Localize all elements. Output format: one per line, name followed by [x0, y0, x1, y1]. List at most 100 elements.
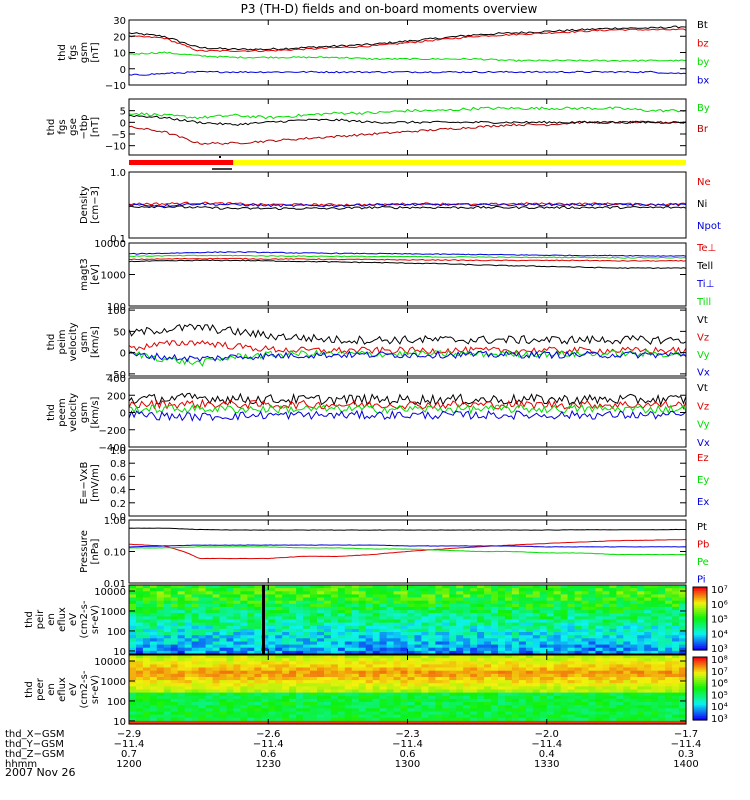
- heat-cell: [525, 644, 534, 649]
- heat-cell: [317, 597, 325, 602]
- heat-cell: [484, 619, 492, 624]
- heat-cell: [149, 677, 158, 681]
- heat-cell: [324, 625, 332, 630]
- heat-cell: [205, 686, 214, 691]
- heat-cell: [136, 683, 144, 687]
- heat-cell: [351, 655, 360, 659]
- heat-cell: [435, 692, 443, 697]
- heat-cell: [184, 638, 193, 642]
- heat-cell: [324, 635, 332, 639]
- heat-cell: [358, 613, 367, 617]
- y-axis-label: sr-eV): [90, 675, 101, 704]
- heat-cell: [616, 641, 624, 646]
- heat-cell: [393, 622, 402, 627]
- heat-cell: [344, 594, 353, 599]
- heat-cell: [407, 607, 416, 611]
- heat-cell: [428, 686, 436, 691]
- colorbar-cell: [693, 587, 707, 590]
- heat-cell: [602, 588, 611, 592]
- heat-cell: [525, 702, 534, 706]
- heat-cell: [184, 658, 193, 662]
- heat-cell: [198, 720, 207, 725]
- heat-cell: [421, 610, 429, 614]
- heat-cell: [588, 613, 597, 617]
- heat-cell: [574, 677, 583, 681]
- heat-cell: [665, 677, 673, 681]
- heat-cell: [477, 677, 485, 681]
- heat-cell: [463, 655, 471, 659]
- heat-cell: [149, 708, 158, 712]
- heat-cell: [602, 647, 611, 652]
- heat-cell: [511, 638, 520, 642]
- heat-cell: [296, 708, 304, 712]
- heat-cell: [393, 585, 402, 589]
- heat-cell: [637, 622, 645, 627]
- heat-cell: [393, 686, 402, 691]
- heat-cell: [588, 677, 597, 681]
- heat-cell: [518, 714, 527, 719]
- heat-cell: [142, 622, 151, 627]
- heat-cell: [505, 680, 513, 684]
- heat-cell: [400, 695, 409, 700]
- heat-cell: [156, 677, 165, 681]
- heat-cell: [184, 616, 193, 621]
- heat-cell: [226, 588, 235, 592]
- heat-cell: [129, 585, 137, 589]
- heat-cell: [470, 686, 478, 691]
- heat-cell: [136, 661, 144, 665]
- heat-cell: [268, 655, 276, 659]
- heat-cell: [310, 644, 318, 649]
- heat-cell: [532, 625, 541, 630]
- heat-cell: [679, 607, 687, 611]
- legend-label-5-4: Vx: [697, 367, 710, 378]
- x-axis-value: −2.0: [535, 729, 559, 740]
- x-axis-value: 1400: [673, 759, 698, 770]
- heat-cell: [219, 702, 228, 706]
- heat-cell: [129, 673, 137, 678]
- heat-cell: [324, 692, 332, 697]
- heat-cell: [511, 628, 520, 633]
- heat-cell: [421, 622, 429, 627]
- heat-cell: [491, 658, 499, 662]
- y-axis-label: [km/s]: [90, 326, 101, 358]
- heat-cell: [658, 632, 666, 636]
- heat-cell: [142, 650, 151, 655]
- heat-cell: [205, 714, 214, 719]
- heat-cell: [142, 594, 151, 599]
- heat-cell: [672, 647, 680, 652]
- heat-cell: [337, 698, 346, 703]
- heat-cell: [428, 616, 436, 621]
- heat-cell: [672, 597, 680, 602]
- heat-cell: [532, 603, 541, 608]
- heat-cell: [330, 677, 339, 681]
- heat-cell: [630, 638, 638, 642]
- heat-cell: [303, 628, 311, 633]
- y-axis-label: −tbp: [79, 115, 90, 140]
- heat-cell: [539, 702, 548, 706]
- heat-cell: [324, 655, 332, 659]
- heat-cell: [658, 588, 666, 592]
- heat-cell: [609, 616, 617, 621]
- heat-cell: [330, 619, 339, 624]
- heat-cell: [630, 622, 638, 627]
- heat-cell: [623, 673, 631, 678]
- heat-cell: [539, 628, 548, 633]
- heat-cell: [163, 720, 172, 725]
- heat-cell: [435, 677, 443, 681]
- y-tick-label: 1.0: [110, 168, 126, 179]
- heat-cell: [581, 588, 590, 592]
- y-tick-label: 20: [113, 32, 126, 43]
- heat-cell: [149, 635, 158, 639]
- heat-cell: [163, 698, 172, 703]
- colorbar-cell: [693, 626, 707, 630]
- heat-cell: [296, 717, 304, 722]
- heat-cell: [365, 708, 374, 712]
- heat-cell: [518, 670, 527, 675]
- heat-cell: [261, 607, 269, 611]
- heat-cell: [268, 650, 276, 655]
- heat-cell: [407, 588, 416, 592]
- heat-cell: [546, 695, 555, 700]
- heat-cell: [205, 708, 214, 712]
- heat-cell: [163, 644, 172, 649]
- heat-cell: [198, 632, 207, 636]
